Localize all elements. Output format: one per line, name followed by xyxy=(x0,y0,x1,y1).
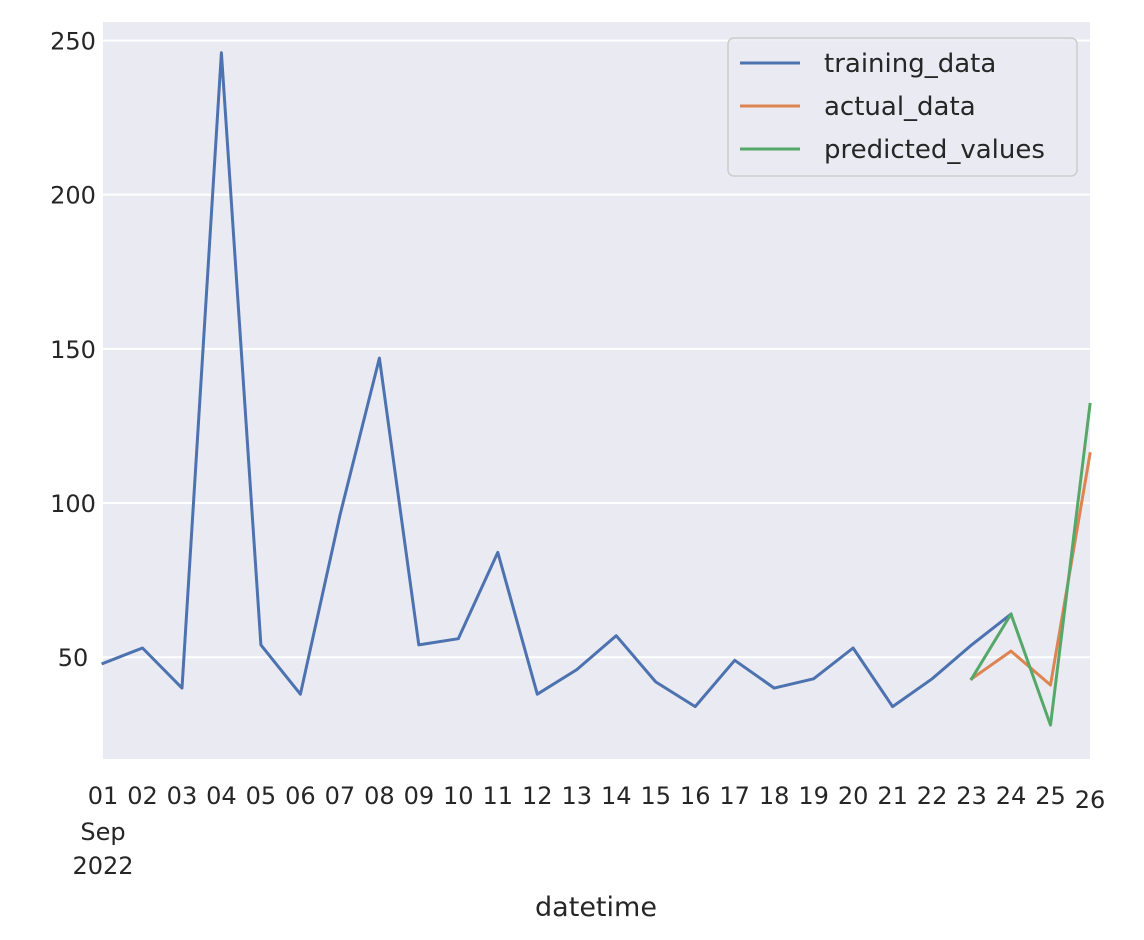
legend: training_data actual_data predicted_values xyxy=(727,37,1078,177)
y-tick-label-200: 200 xyxy=(50,182,96,210)
x-axis-label: datetime xyxy=(535,892,657,923)
grid-lines xyxy=(103,39,1090,659)
x-tick-label-08: 08 xyxy=(364,782,395,810)
x-tick-label-25: 25 xyxy=(1035,782,1066,810)
series-line-predicted_values xyxy=(969,402,1092,727)
x-tick-label-04: 04 xyxy=(206,782,237,810)
x-tick-year-label: 2022 xyxy=(72,852,133,880)
x-tick-label-16: 16 xyxy=(680,782,711,810)
y-tick-label-150: 150 xyxy=(50,336,96,364)
x-tick-label-06: 06 xyxy=(285,782,316,810)
x-tick-label-10: 10 xyxy=(443,782,474,810)
legend-label-predicted_values: predicted_values xyxy=(824,135,1045,165)
y-axis-ticks: 50 100 150 200 250 xyxy=(50,28,96,673)
legend-label-training_data: training_data xyxy=(824,49,996,79)
x-tick-label-11: 11 xyxy=(483,782,514,810)
x-tick-label-05: 05 xyxy=(246,782,277,810)
series-line-training_data xyxy=(101,51,1014,709)
legend-label-actual_data: actual_data xyxy=(824,92,976,122)
x-tick-label-19: 19 xyxy=(798,782,829,810)
y-tick-label-100: 100 xyxy=(50,490,96,518)
y-tick-label-50: 50 xyxy=(58,644,89,672)
x-tick-label-03: 03 xyxy=(167,782,198,810)
x-tick-label-24: 24 xyxy=(996,782,1027,810)
x-tick-label-21: 21 xyxy=(877,782,908,810)
x-tick-label-17: 17 xyxy=(719,782,750,810)
series-lines xyxy=(101,51,1092,727)
x-tick-label-22: 22 xyxy=(917,782,948,810)
x-tick-label-18: 18 xyxy=(759,782,790,810)
x-tick-label-26: 26 xyxy=(1075,786,1106,814)
x-tick-month-label: Sep xyxy=(80,818,125,846)
x-tick-label-07: 07 xyxy=(325,782,356,810)
legend-box xyxy=(727,37,1078,177)
x-tick-label-09: 09 xyxy=(404,782,435,810)
x-tick-label-13: 13 xyxy=(561,782,592,810)
x-tick-label-23: 23 xyxy=(956,782,987,810)
x-tick-label-01: 01 xyxy=(88,782,119,810)
x-tick-label-12: 12 xyxy=(522,782,553,810)
y-tick-label-250: 250 xyxy=(50,28,96,56)
x-tick-label-20: 20 xyxy=(838,782,869,810)
x-tick-label-15: 15 xyxy=(640,782,671,810)
x-tick-label-14: 14 xyxy=(601,782,632,810)
x-tick-label-02: 02 xyxy=(127,782,158,810)
